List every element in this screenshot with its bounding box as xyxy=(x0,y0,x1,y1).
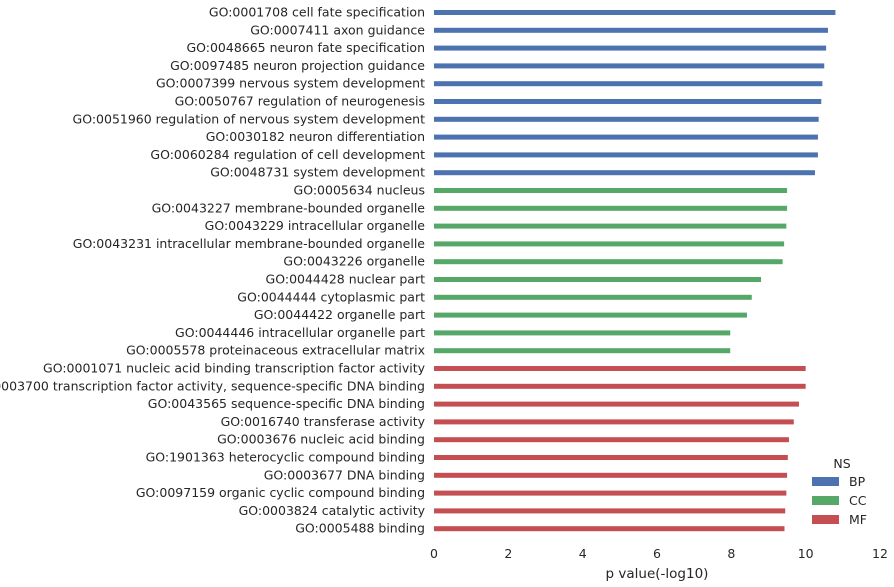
bar-mf xyxy=(434,419,794,425)
x-tick-label: 8 xyxy=(727,546,735,561)
category-label: GO:0003677 DNA binding xyxy=(264,467,425,482)
x-axis-title: p value(-log10) xyxy=(606,566,709,582)
bar-cc xyxy=(434,330,731,336)
legend-label-bp: BP xyxy=(849,474,866,489)
bar-bp xyxy=(434,63,825,69)
legend: NS BP CC MF xyxy=(812,456,867,527)
bar-cc xyxy=(434,294,752,300)
bar-mf xyxy=(434,526,785,532)
bar-cc xyxy=(434,348,731,354)
x-tick-label: 4 xyxy=(579,546,587,561)
bar-bp xyxy=(434,170,815,176)
x-tick-label: 2 xyxy=(504,546,512,561)
category-label: GO:1901363 heterocyclic compound binding xyxy=(146,450,425,465)
bar-bp xyxy=(434,27,828,33)
category-label: GO:0097159 organic cyclic compound bindi… xyxy=(136,485,425,500)
category-label: GO:0005488 binding xyxy=(295,521,425,536)
category-label: GO:0060284 regulation of cell developmen… xyxy=(150,147,425,162)
bar-bp xyxy=(434,81,823,87)
category-label: GO:0043227 membrane-bounded organelle xyxy=(152,200,426,215)
category-label: GO:0050767 regulation of neurogenesis xyxy=(175,94,425,109)
category-label: GO:0044422 organelle part xyxy=(254,307,425,322)
bar-bp xyxy=(434,152,818,158)
bar-mf xyxy=(434,437,789,443)
bar-cc xyxy=(434,259,783,265)
category-label: GO:0044444 cytoplasmic part xyxy=(237,289,425,304)
legend-title: NS xyxy=(833,456,850,471)
category-label: GO:0007399 nervous system development xyxy=(156,76,425,91)
legend-swatch-mf xyxy=(812,515,839,524)
x-tick-label: 6 xyxy=(653,546,661,561)
bar-cc xyxy=(434,241,785,247)
category-label: GO:0043229 intracellular organelle xyxy=(205,218,426,233)
category-label: GO:0030182 neuron differentiation xyxy=(206,129,425,144)
category-label: GO:0048665 neuron fate specification xyxy=(186,40,425,55)
category-label: GO:0001708 cell fate specification xyxy=(209,5,425,20)
bar-mf xyxy=(434,508,786,514)
category-label: GO:0048731 system development xyxy=(210,165,425,180)
legend-label-mf: MF xyxy=(849,512,867,527)
category-label: GO:0005578 proteinaceous extracellular m… xyxy=(126,343,425,358)
bar-bp xyxy=(434,45,827,51)
bar-bp xyxy=(434,134,818,140)
x-axis-ticks: 0 2 4 6 8 10 12 xyxy=(430,546,888,561)
bars-layer xyxy=(434,10,836,532)
category-label: GO:0003676 nucleic acid binding xyxy=(217,432,425,447)
legend-label-cc: CC xyxy=(849,493,867,508)
bar-mf xyxy=(434,383,806,389)
category-label: GO:0044428 nuclear part xyxy=(266,272,426,287)
category-label: GO:0043231 intracellular membrane-bounde… xyxy=(73,236,426,251)
legend-swatch-cc xyxy=(812,496,839,505)
category-label: GO:0003700 transcription factor activity… xyxy=(0,378,425,393)
category-label: GO:0044446 intracellular organelle part xyxy=(175,325,425,340)
x-tick-label: 0 xyxy=(430,546,438,561)
category-label: GO:0043565 sequence-specific DNA binding xyxy=(148,396,425,411)
bar-bp xyxy=(434,116,819,122)
bar-mf xyxy=(434,366,806,371)
bar-cc xyxy=(434,205,788,211)
category-label: GO:0016740 transferase activity xyxy=(221,414,426,429)
x-tick-label: 12 xyxy=(872,546,888,561)
category-label: GO:0007411 axon guidance xyxy=(250,22,425,37)
bar-cc xyxy=(434,223,787,229)
category-labels: GO:0001708 cell fate specification GO:000… xyxy=(0,5,426,536)
category-label: GO:0097485 neuron projection guidance xyxy=(170,58,425,73)
bar-mf xyxy=(434,490,787,496)
bar-bp xyxy=(434,99,822,104)
x-tick-label: 10 xyxy=(798,546,814,561)
bar-cc xyxy=(434,312,747,318)
bar-bp xyxy=(434,10,836,15)
legend-swatch-bp xyxy=(812,477,839,486)
category-label: GO:0051960 regulation of nervous system … xyxy=(73,111,426,126)
category-label: GO:0005634 nucleus xyxy=(294,183,425,198)
bar-mf xyxy=(434,472,788,478)
bar-cc xyxy=(434,188,788,193)
category-label: GO:0001071 nucleic acid binding transcri… xyxy=(43,361,426,376)
bar-mf xyxy=(434,455,788,460)
bar-mf xyxy=(434,401,799,407)
category-label: GO:0003824 catalytic activity xyxy=(239,503,426,518)
category-label: GO:0043226 organelle xyxy=(283,254,425,269)
bar-cc xyxy=(434,277,762,282)
legend-entries: BP CC MF xyxy=(812,474,867,527)
